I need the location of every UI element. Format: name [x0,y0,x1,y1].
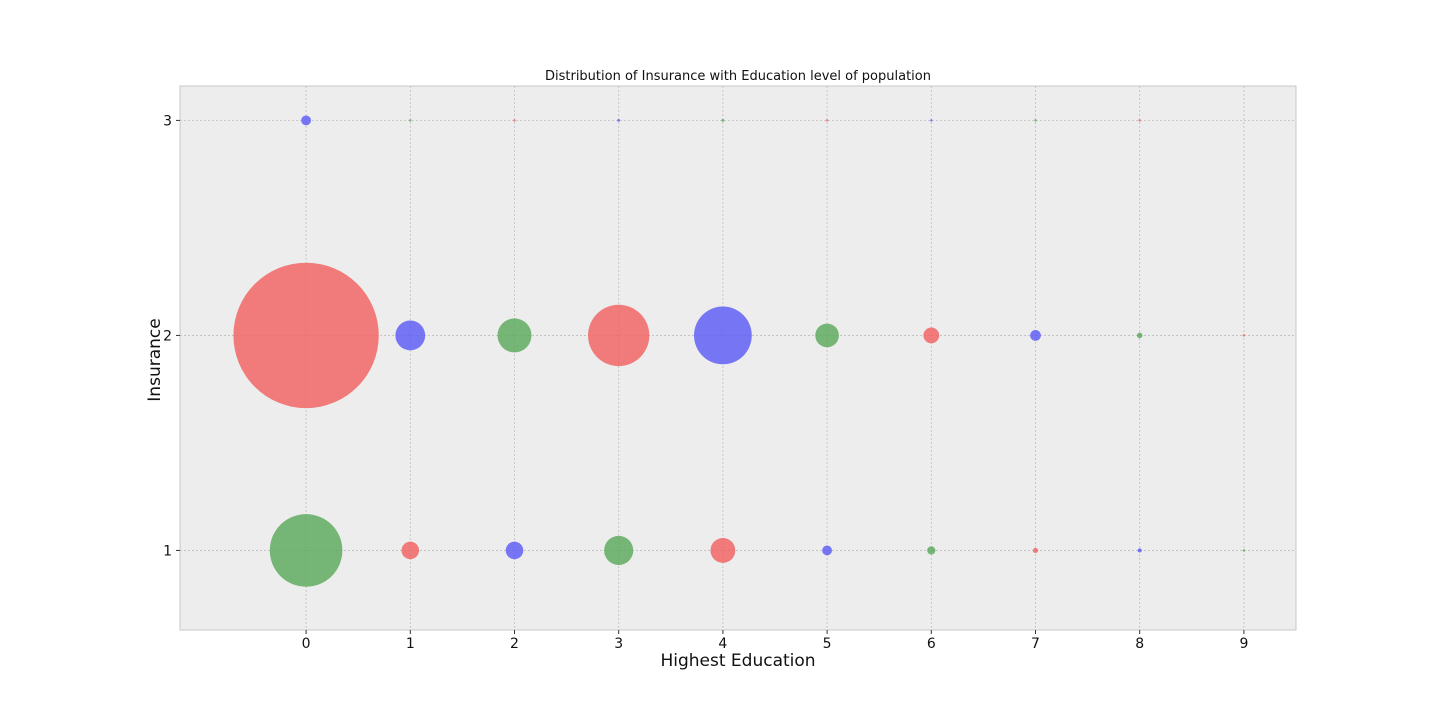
bubble-point [1137,548,1142,553]
bubble-point [1242,549,1246,552]
bubbles [233,115,1246,587]
x-tick-label: 8 [1135,636,1144,652]
bubble-point [822,545,833,556]
x-tick-label: 3 [614,636,623,652]
bubble-point [815,323,839,348]
bubble-point [588,304,650,367]
bubble-point [409,119,412,122]
bubble-point [233,262,379,409]
x-axis-label: Highest Education [660,651,815,671]
bubble-point [927,546,936,555]
bubble-point [1034,119,1037,122]
y-tick-label: 1 [163,543,172,559]
bubble-point [1032,547,1039,554]
bubble-point [1136,332,1143,339]
bubble-point [401,541,420,560]
bubble-point [269,514,343,587]
x-tick-label: 1 [406,636,415,652]
bubble-point [694,306,752,365]
bubble-point [301,115,311,126]
x-tick-label: 4 [718,636,727,652]
x-tick-label: 6 [927,636,936,652]
x-tick-label: 2 [510,636,519,652]
bubble-point [930,119,933,122]
bubble-point [505,541,524,560]
bubble-point [617,119,621,122]
y-ticks: 1 2 3 [163,113,180,559]
bubble-point [395,320,426,351]
bubble-point [721,119,725,122]
bubble-point [923,327,940,344]
chart-title: Distribution of Insurance with Education… [545,69,931,84]
bubble-point [513,119,516,122]
x-tick-label: 5 [823,636,832,652]
y-axis-label: Insurance [145,318,165,401]
bubble-point [1030,330,1041,341]
bubble-point [710,538,736,563]
bubble-point [825,119,829,122]
x-ticks: 0 1 2 3 4 5 6 7 8 9 [302,630,1248,652]
x-tick-label: 9 [1239,636,1248,652]
bubble-point [497,318,532,353]
y-tick-label: 3 [163,113,172,129]
bubble-point [1242,334,1246,337]
bubble-point [604,535,634,566]
bubble-point [1138,119,1141,122]
x-tick-label: 0 [302,636,311,652]
x-tick-label: 7 [1031,636,1040,652]
y-tick-label: 2 [163,328,172,344]
